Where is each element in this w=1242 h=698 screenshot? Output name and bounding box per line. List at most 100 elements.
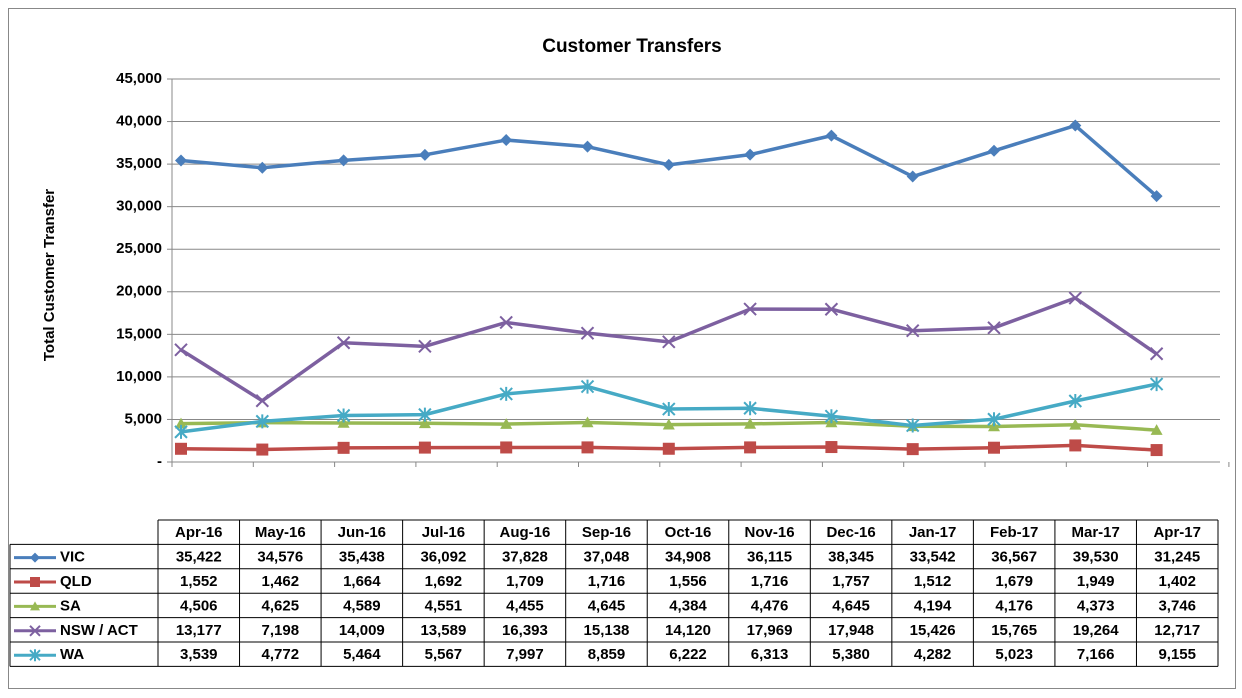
table-value: 4,176 [995,597,1033,614]
table-value: 5,464 [343,646,381,663]
marker [580,379,595,394]
table-value: 1,716 [751,573,789,590]
y-tick-label: 25,000 [116,240,162,257]
marker [824,302,839,316]
marker [905,324,920,338]
table-value: 4,506 [180,597,218,614]
marker [662,402,676,417]
table-value: 13,177 [176,622,222,639]
x-tick-label: Aug-16 [500,524,551,541]
marker [418,417,431,429]
y-tick-label: 10,000 [116,368,162,385]
marker [906,170,919,183]
marker [255,414,270,429]
marker [418,407,432,422]
legend-label: VIC [60,549,85,566]
table-value: 7,997 [506,646,544,663]
x-tick-label: Jan-17 [909,524,957,541]
marker [175,442,187,455]
table-value: 36,115 [747,549,792,566]
x-tick-label: Feb-17 [990,524,1038,541]
y-tick-label: 35,000 [116,155,162,172]
table-value: 4,625 [262,597,300,614]
table-value: 34,576 [257,549,303,566]
table-value: 35,422 [176,549,222,566]
table-value: 4,645 [832,597,870,614]
table-value: 4,384 [669,597,707,614]
table-value: 35,438 [339,549,385,566]
marker [1068,291,1083,305]
marker [499,315,513,330]
marker [337,441,350,454]
table-value: 4,282 [914,646,952,663]
marker [1150,444,1163,457]
marker [1150,190,1163,203]
table-value: 37,048 [584,549,630,566]
table-value: 36,092 [420,549,466,566]
y-tick-label: 30,000 [116,198,162,215]
table-value: 15,138 [584,622,630,639]
table-value: 7,198 [262,622,300,639]
x-tick-label: May-16 [255,524,306,541]
table-value: 31,245 [1154,549,1200,566]
marker [337,154,350,167]
legend-label: QLD [60,573,92,590]
marker [988,441,1000,454]
table-value: 1,556 [669,573,707,590]
marker [744,417,757,429]
marker [825,129,838,142]
marker [175,154,187,167]
legend-label: NSW / ACT [60,622,138,639]
table-value: 1,949 [1077,573,1115,590]
marker [988,144,1000,157]
marker [336,336,351,350]
marker [906,443,919,456]
table-value: 4,645 [588,597,626,614]
table-value: 4,476 [751,597,789,614]
table-value: 15,765 [991,622,1037,639]
marker [30,577,40,587]
table-value: 19,264 [1073,622,1120,639]
marker [29,649,41,662]
marker [905,418,920,433]
table-value: 1,716 [588,573,626,590]
marker [987,321,1001,335]
marker [174,343,188,357]
table-value: 8,859 [588,646,626,663]
marker [743,401,757,416]
table-value: 1,692 [425,573,463,590]
marker [825,441,838,454]
table-value: 6,222 [669,646,707,663]
y-tick-label: 20,000 [116,283,162,300]
table-value: 1,679 [995,573,1033,590]
table-value: 9,155 [1158,646,1196,663]
table-value: 1,462 [262,573,300,590]
x-tick-label: Nov-16 [745,524,795,541]
marker [662,158,675,171]
marker [336,408,351,423]
marker [500,441,513,454]
x-tick-label: Apr-17 [1153,524,1201,541]
table-value: 7,166 [1077,646,1115,663]
marker [29,625,41,637]
table-value: 3,746 [1158,597,1196,614]
table-value: 16,393 [502,622,548,639]
marker [744,441,757,454]
table-value: 38,345 [828,549,874,566]
x-tick-label: Dec-16 [826,524,875,541]
marker [581,416,594,428]
table-value: 1,757 [832,573,870,590]
table-value: 12,717 [1154,622,1200,639]
marker [662,335,676,349]
table-value: 4,455 [506,597,544,614]
marker [580,326,595,340]
table-value: 37,828 [502,549,548,566]
marker [256,161,269,174]
marker [418,441,431,454]
marker [256,443,269,456]
table-value: 5,023 [995,646,1033,663]
table-value: 17,969 [747,622,793,639]
marker [987,412,1001,427]
